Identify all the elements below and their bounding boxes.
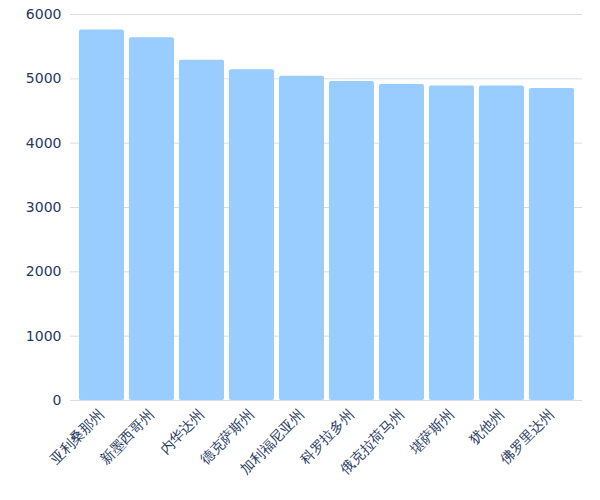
svg-text:加利福尼亚州: 加利福尼亚州 — [237, 406, 308, 477]
svg-text:新墨西哥州: 新墨西哥州 — [96, 406, 157, 467]
svg-text:0: 0 — [53, 392, 62, 408]
svg-text:2000: 2000 — [26, 263, 62, 279]
svg-text:内华达州: 内华达州 — [156, 406, 207, 457]
svg-text:3000: 3000 — [26, 199, 62, 215]
svg-text:德克萨斯州: 德克萨斯州 — [196, 406, 258, 468]
svg-text:堪萨斯州: 堪萨斯州 — [406, 406, 458, 458]
svg-text:6000: 6000 — [26, 6, 62, 22]
svg-text:亚利桑那州: 亚利桑那州 — [46, 406, 108, 468]
svg-text:科罗拉多州: 科罗拉多州 — [296, 406, 358, 468]
svg-text:俄克拉荷马州: 俄克拉荷马州 — [337, 406, 408, 477]
svg-text:1000: 1000 — [26, 328, 62, 344]
svg-text:犹他州: 犹他州 — [466, 406, 507, 447]
svg-text:4000: 4000 — [26, 135, 62, 151]
svg-text:佛罗里达州: 佛罗里达州 — [496, 406, 557, 467]
svg-text:5000: 5000 — [26, 70, 62, 86]
